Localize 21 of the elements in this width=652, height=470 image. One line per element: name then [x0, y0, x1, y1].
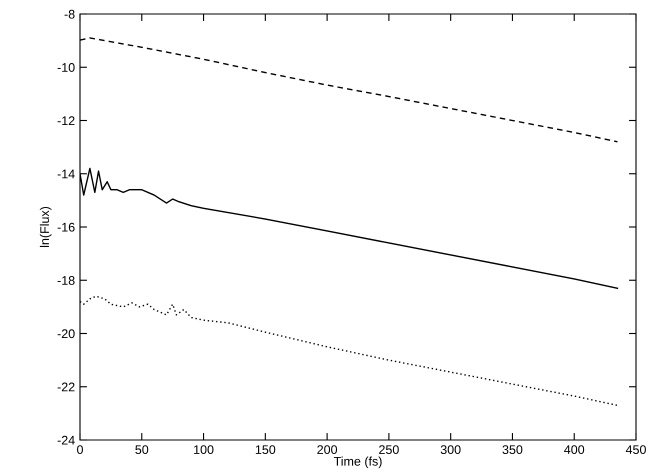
y-tick-label: -24	[58, 436, 75, 445]
x-tick-label: 400	[564, 445, 584, 454]
y-tick-label: -16	[58, 222, 75, 232]
x-tick-label: 350	[502, 445, 522, 454]
x-tick-label: 150	[256, 445, 276, 454]
y-axis-title: ln(Flux)	[40, 206, 52, 247]
x-tick-label: 100	[194, 445, 214, 454]
x-tick-label: 300	[440, 445, 461, 454]
y-tick-label: -12	[58, 116, 75, 126]
x-axis-title: Time (fs)	[334, 456, 382, 468]
y-tick-label: -18	[58, 276, 75, 285]
x-tick-label: 50	[135, 445, 148, 454]
y-tick-label: -10	[58, 63, 75, 72]
y-tick-label: -22	[58, 382, 75, 392]
x-tick-label: 200	[317, 445, 338, 454]
y-tick-label: -20	[58, 329, 75, 338]
y-tick-label: -14	[58, 170, 75, 178]
x-tick-label: 250	[379, 445, 399, 454]
y-tick-label: -8	[64, 10, 75, 19]
x-tick-label: 0	[77, 445, 83, 454]
x-tick-label: 450	[626, 445, 646, 454]
